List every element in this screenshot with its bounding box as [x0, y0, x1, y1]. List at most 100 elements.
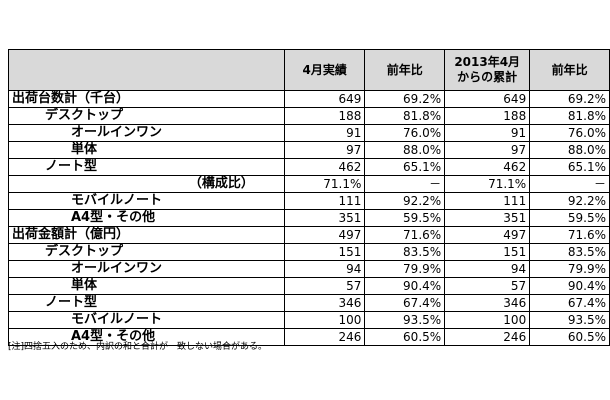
row-value-3: 57: [444, 277, 531, 295]
row-value-1: 351: [283, 209, 366, 227]
row-value-1: 462: [283, 158, 366, 176]
row-value-2: 81.8%: [364, 107, 446, 125]
row-value-4: 59.5%: [529, 209, 610, 227]
row-value-4: －: [529, 175, 610, 193]
row-value-3: 462: [444, 158, 531, 176]
row-label: （構成比）: [8, 175, 285, 193]
row-value-2: 88.0%: [364, 141, 446, 159]
row-label: デスクトップ: [8, 243, 285, 261]
row-value-1: 151: [283, 243, 366, 261]
row-value-2: 90.4%: [364, 277, 446, 295]
table-row: A4型・その他 351 59.5% 351 59.5%: [8, 209, 610, 227]
row-value-2: 60.5%: [364, 328, 446, 346]
row-value-2: 76.0%: [364, 124, 446, 142]
row-value-3: 71.1%: [444, 175, 531, 193]
row-value-4: 93.5%: [529, 311, 610, 329]
row-label: 単体: [8, 141, 285, 159]
row-value-3: 151: [444, 243, 531, 261]
row-value-3: 97: [444, 141, 531, 159]
row-value-4: 71.6%: [529, 226, 610, 244]
row-label: A4型・その他: [8, 209, 285, 227]
row-value-3: 346: [444, 294, 531, 312]
table-row: モバイルノート 111 92.2% 111 92.2%: [8, 192, 610, 210]
table-body: 出荷台数計（千台） 649 69.2% 649 69.2% デスクトップ 188 81.8% 1…: [8, 90, 610, 346]
table-row: （構成比） 71.1% － 71.1% －: [8, 175, 610, 193]
table-row: 単体 57 90.4% 57 90.4%: [8, 277, 610, 295]
row-value-1: 188: [283, 107, 366, 125]
row-label: 単体: [8, 277, 285, 295]
row-value-1: 71.1%: [283, 175, 366, 193]
row-value-4: 79.9%: [529, 260, 610, 278]
row-value-1: 94: [283, 260, 366, 278]
table-row: オールインワン 91 76.0% 91 76.0%: [8, 124, 610, 142]
row-value-3: 111: [444, 192, 531, 210]
header-cumulative: 2013年4月 からの累計: [444, 49, 531, 91]
row-value-3: 246: [444, 328, 531, 346]
row-value-4: 69.2%: [529, 90, 610, 108]
row-value-4: 88.0%: [529, 141, 610, 159]
row-value-3: 188: [444, 107, 531, 125]
row-value-3: 649: [444, 90, 531, 108]
row-label: A4型・その他: [8, 328, 285, 346]
row-label: ノート型: [8, 158, 285, 176]
row-label: デスクトップ: [8, 107, 285, 125]
row-value-2: 67.4%: [364, 294, 446, 312]
table-row: モバイルノート 100 93.5% 100 93.5%: [8, 311, 610, 329]
row-value-4: 90.4%: [529, 277, 610, 295]
row-label: オールインワン: [8, 260, 285, 278]
row-value-2: 79.9%: [364, 260, 446, 278]
row-value-2: 83.5%: [364, 243, 446, 261]
header-yoy-1: 前年比: [364, 49, 446, 91]
row-value-4: 81.8%: [529, 107, 610, 125]
header-april-actual: 4月実績: [283, 49, 366, 91]
shipment-table: 4月実績 前年比 2013年4月 からの累計 前年比 出荷台数計（千台） 649 6…: [8, 49, 610, 346]
header-yoy-2: 前年比: [529, 49, 610, 91]
row-value-1: 57: [283, 277, 366, 295]
row-value-4: 60.5%: [529, 328, 610, 346]
row-label: 出荷金額計（億円）: [8, 226, 285, 244]
row-label: ノート型: [8, 294, 285, 312]
table-row: 単体 97 88.0% 97 88.0%: [8, 141, 610, 159]
row-value-2: 65.1%: [364, 158, 446, 176]
table-row: ノート型 346 67.4% 346 67.4%: [8, 294, 610, 312]
table-row: 出荷金額計（億円） 497 71.6% 497 71.6%: [8, 226, 610, 244]
row-value-4: 76.0%: [529, 124, 610, 142]
table-row: オールインワン 94 79.9% 94 79.9%: [8, 260, 610, 278]
row-value-1: 649: [283, 90, 366, 108]
row-value-4: 65.1%: [529, 158, 610, 176]
row-value-2: 71.6%: [364, 226, 446, 244]
row-label: オールインワン: [8, 124, 285, 142]
row-value-1: 97: [283, 141, 366, 159]
row-value-4: 83.5%: [529, 243, 610, 261]
row-value-2: 59.5%: [364, 209, 446, 227]
row-value-4: 67.4%: [529, 294, 610, 312]
row-value-2: 93.5%: [364, 311, 446, 329]
row-value-1: 246: [283, 328, 366, 346]
row-value-3: 100: [444, 311, 531, 329]
row-value-3: 94: [444, 260, 531, 278]
row-value-2: －: [364, 175, 446, 193]
row-value-1: 111: [283, 192, 366, 210]
table-row: A4型・その他 246 60.5% 246 60.5%: [8, 328, 610, 346]
header-row: 4月実績 前年比 2013年4月 からの累計 前年比: [8, 49, 610, 91]
row-value-3: 91: [444, 124, 531, 142]
row-value-2: 92.2%: [364, 192, 446, 210]
header-cell-blank: [8, 49, 285, 91]
header-cumulative-line1: 2013年4月: [454, 55, 521, 69]
row-label: 出荷台数計（千台）: [8, 90, 285, 108]
footnote: [注]四捨五入のため、内訳の和と合計が一致しない場合がある。: [8, 342, 268, 352]
row-value-1: 91: [283, 124, 366, 142]
table-row: ノート型 462 65.1% 462 65.1%: [8, 158, 610, 176]
row-value-2: 69.2%: [364, 90, 446, 108]
row-value-1: 497: [283, 226, 366, 244]
row-value-3: 351: [444, 209, 531, 227]
row-label: モバイルノート: [8, 192, 285, 210]
row-label: モバイルノート: [8, 311, 285, 329]
shipment-table-wrapper: 4月実績 前年比 2013年4月 からの累計 前年比 出荷台数計（千台） 649 6…: [8, 49, 610, 346]
header-cumulative-line2: からの累計: [457, 70, 518, 84]
table-row: デスクトップ 151 83.5% 151 83.5%: [8, 243, 610, 261]
row-value-3: 497: [444, 226, 531, 244]
table-row: デスクトップ 188 81.8% 188 81.8%: [8, 107, 610, 125]
row-value-1: 346: [283, 294, 366, 312]
row-value-1: 100: [283, 311, 366, 329]
